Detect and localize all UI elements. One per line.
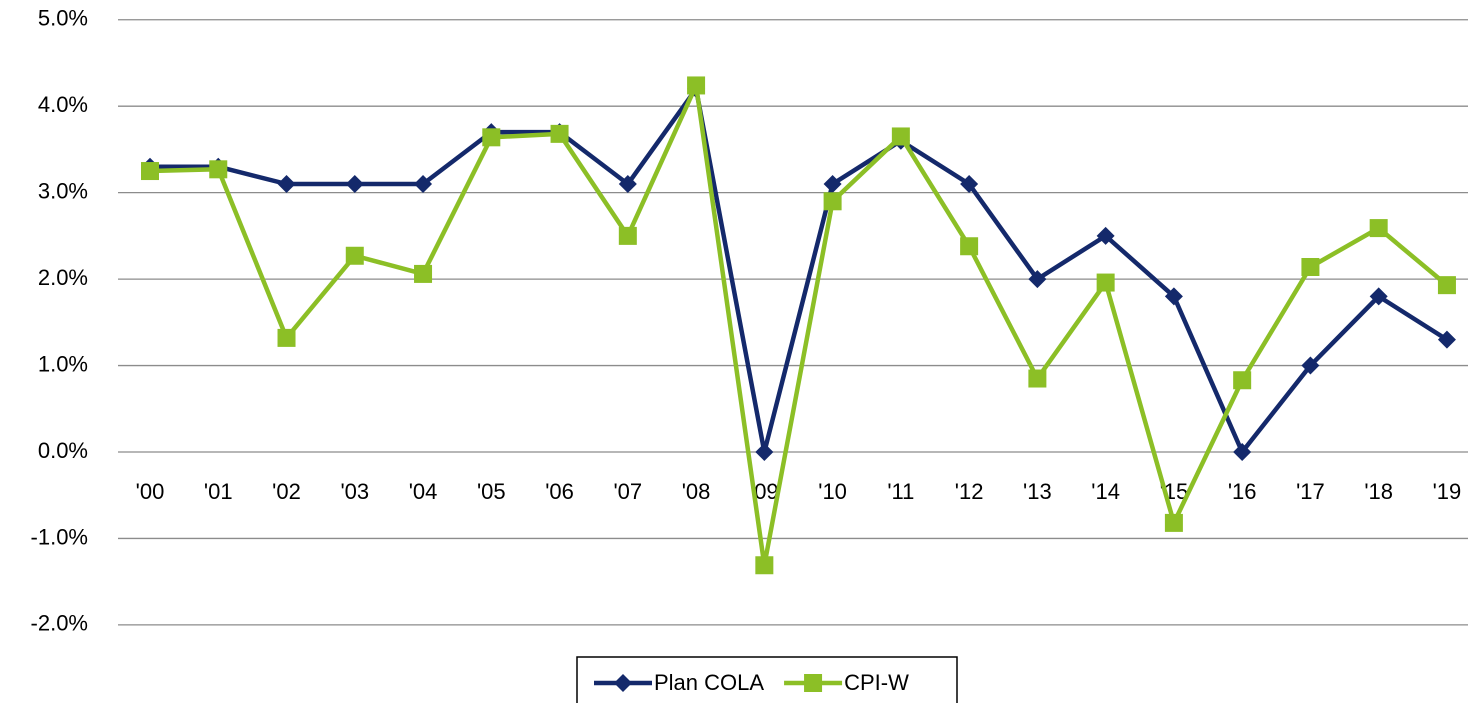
x-tick-label: '07 <box>613 479 642 504</box>
x-tick-label: '00 <box>136 479 165 504</box>
y-tick-label: -2.0% <box>31 611 88 636</box>
data-point <box>960 237 979 256</box>
x-tick-label: '08 <box>682 479 711 504</box>
data-point <box>141 162 159 181</box>
data-point <box>823 175 842 194</box>
data-point <box>618 175 637 194</box>
data-point <box>550 124 569 143</box>
x-tick-label: '12 <box>955 479 984 504</box>
y-tick-label: 1.0% <box>38 351 88 376</box>
x-tick-label: '05 <box>477 479 506 504</box>
data-point <box>891 127 910 146</box>
y-tick-label: 2.0% <box>38 265 88 290</box>
data-point <box>1096 273 1115 292</box>
data-point <box>1233 371 1252 390</box>
data-point <box>1437 276 1456 295</box>
y-tick-label: 4.0% <box>38 92 88 117</box>
data-point <box>1028 270 1047 289</box>
x-tick-label: '10 <box>818 479 847 504</box>
x-tick-label: '16 <box>1228 479 1257 504</box>
data-point <box>1301 356 1320 375</box>
data-point <box>414 264 433 283</box>
x-tick-label: '02 <box>272 479 301 504</box>
data-point <box>1369 219 1388 238</box>
data-point <box>345 175 364 194</box>
data-point <box>755 443 774 461</box>
x-tick-label: '01 <box>204 479 233 504</box>
data-point <box>414 175 433 194</box>
data-point <box>960 175 979 194</box>
series-line <box>150 86 1449 455</box>
x-tick-label: '17 <box>1296 479 1325 504</box>
legend-marker <box>804 674 823 692</box>
data-point <box>1096 226 1115 245</box>
series-line <box>149 83 1449 568</box>
data-point <box>277 328 296 347</box>
data-point <box>1301 257 1320 276</box>
data-point <box>277 175 296 194</box>
legend: Plan COLA CPI-W <box>576 656 958 703</box>
x-tick-label: '04 <box>409 479 438 504</box>
legend-label: Plan COLA <box>654 670 764 695</box>
data-point <box>1028 369 1047 388</box>
legend-marker <box>614 674 632 692</box>
data-point <box>482 128 501 147</box>
data-point <box>345 246 364 265</box>
x-tick-label: '18 <box>1364 479 1393 504</box>
data-point <box>1164 513 1183 532</box>
data-point <box>1164 287 1183 306</box>
data-point <box>1233 443 1252 461</box>
legend-box <box>576 656 958 703</box>
data-point <box>209 160 228 179</box>
x-tick-label: '11 <box>887 479 914 504</box>
y-tick-label: 5.0% <box>38 6 88 31</box>
x-tick-label: '03 <box>340 479 369 504</box>
data-point <box>823 192 842 211</box>
x-tick-label: '19 <box>1433 479 1462 504</box>
data-point <box>1437 330 1456 349</box>
y-tick-label: 0.0% <box>38 438 88 463</box>
data-point <box>687 76 706 95</box>
legend-label: CPI-W <box>844 670 909 695</box>
x-tick-label: '06 <box>545 479 574 504</box>
x-tick-label: '14 <box>1091 479 1120 504</box>
data-point <box>1369 287 1388 306</box>
x-tick-label: '13 <box>1023 479 1052 504</box>
data-point <box>755 556 774 575</box>
y-tick-label: 3.0% <box>38 178 88 203</box>
y-tick-label: -1.0% <box>31 524 88 549</box>
data-point <box>618 226 637 245</box>
